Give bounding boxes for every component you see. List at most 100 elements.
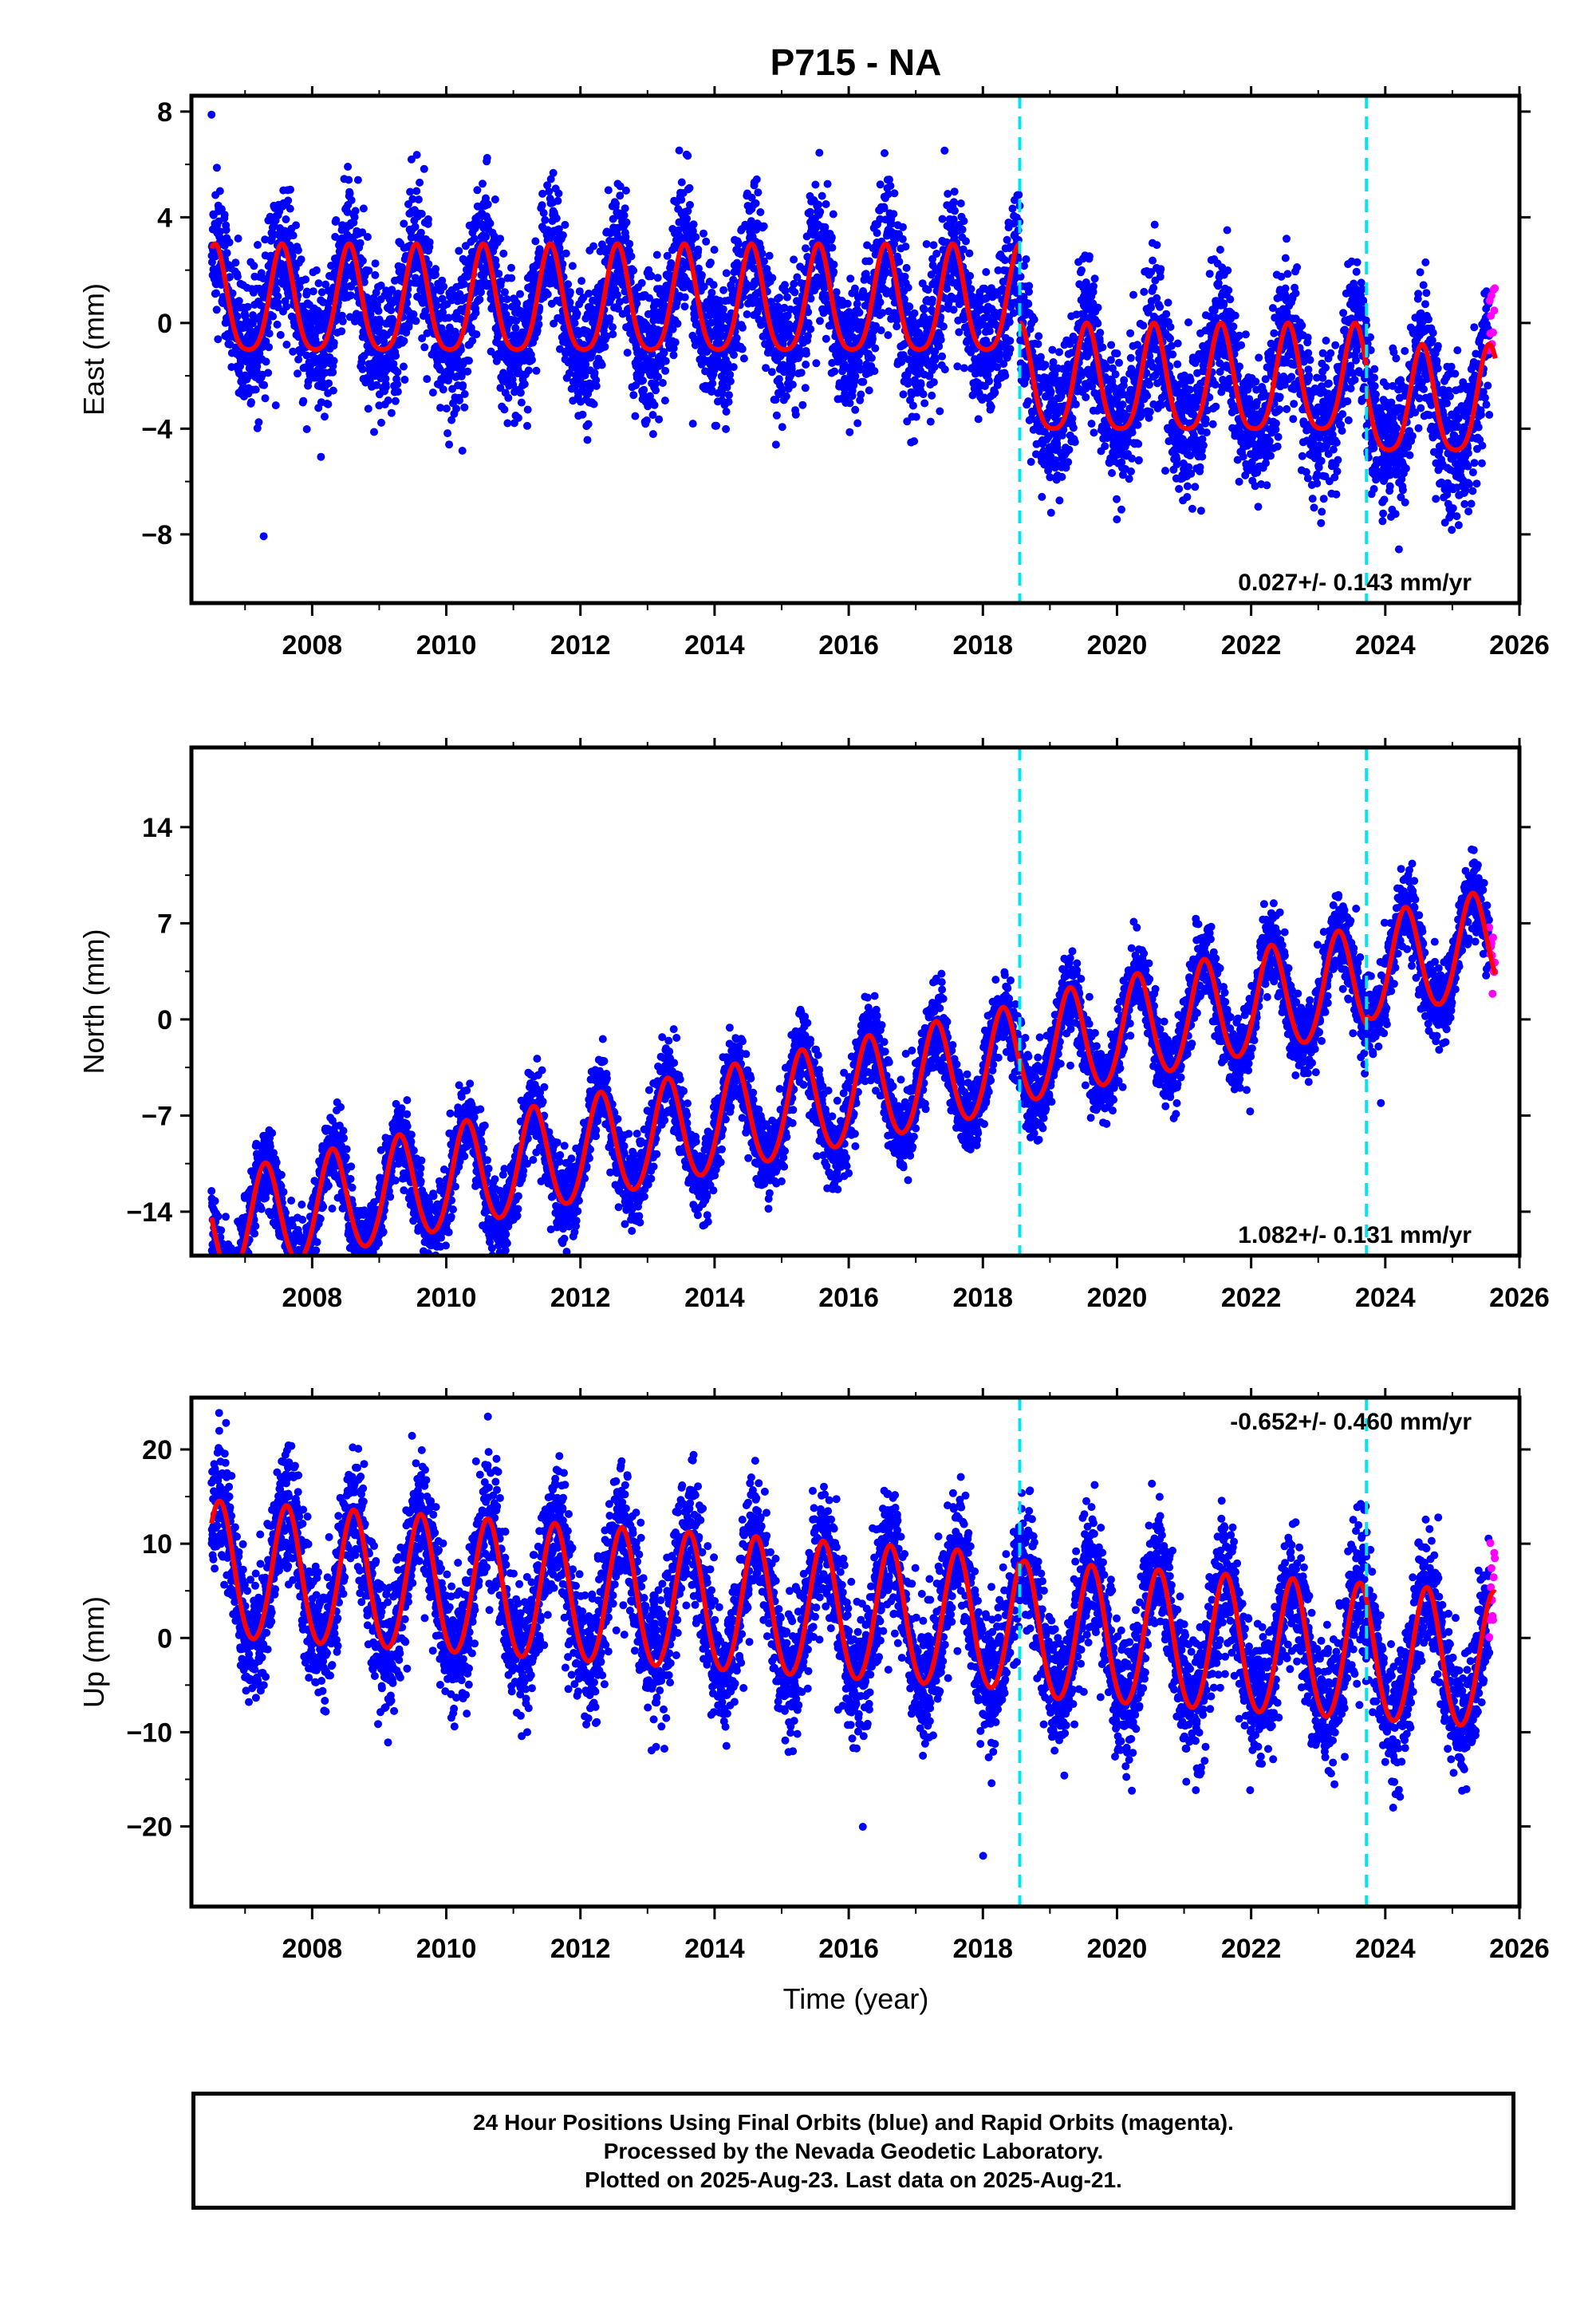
- data-point: [329, 368, 337, 377]
- data-point: [350, 213, 359, 222]
- data-point: [1055, 348, 1063, 357]
- data-point: [857, 390, 865, 399]
- data-point: [974, 415, 983, 424]
- data-point: [371, 259, 380, 268]
- data-point: [309, 287, 317, 296]
- data-point: [1115, 358, 1123, 367]
- data-point: [346, 291, 355, 300]
- data-point: [565, 288, 574, 297]
- data-point: [465, 357, 473, 365]
- data-point: [1106, 356, 1115, 365]
- data-point: [520, 380, 529, 388]
- data-point: [709, 281, 718, 290]
- data-point: [827, 233, 836, 242]
- data-point: [853, 419, 862, 428]
- data-point: [439, 385, 447, 394]
- data-point: [234, 235, 242, 243]
- data-point: [609, 323, 617, 332]
- data-point: [295, 283, 304, 292]
- data-point: [264, 369, 273, 377]
- data-point: [673, 319, 682, 328]
- data-point: [876, 180, 885, 189]
- data-point: [400, 219, 408, 228]
- data-point: [460, 403, 469, 412]
- data-point: [650, 400, 659, 409]
- data-point: [816, 317, 824, 325]
- data-point: [414, 195, 423, 204]
- data-point: [771, 440, 780, 449]
- data-point: [215, 187, 224, 195]
- data-point: [282, 341, 291, 349]
- data-point: [724, 397, 733, 406]
- data-point: [1046, 508, 1055, 517]
- data-point: [344, 163, 353, 171]
- data-point: [791, 410, 800, 419]
- data-point: [1005, 317, 1014, 326]
- data-point: [1113, 495, 1121, 503]
- data-point: [916, 381, 925, 388]
- data-point: [423, 375, 432, 384]
- data-point: [358, 365, 367, 373]
- data-point: [439, 282, 448, 291]
- data-point: [1034, 332, 1043, 341]
- data-point: [707, 288, 716, 297]
- data-point: [573, 310, 581, 318]
- data-point: [640, 385, 648, 394]
- data-point: [400, 376, 409, 384]
- data-point: [265, 329, 274, 338]
- data-point: [1094, 319, 1102, 328]
- data-point: [1120, 376, 1129, 385]
- data-point: [743, 310, 751, 318]
- data-point: [253, 424, 262, 432]
- data-point: [1118, 400, 1127, 409]
- data-point: [689, 220, 698, 229]
- data-point: [475, 295, 484, 304]
- data-point: [523, 421, 531, 430]
- data-point: [371, 270, 380, 279]
- data-point: [351, 207, 360, 215]
- data-point: [272, 286, 281, 294]
- data-point: [317, 288, 326, 297]
- data-point: [1101, 442, 1109, 451]
- data-point: [982, 268, 991, 276]
- data-point: [962, 237, 970, 246]
- data-point: [539, 209, 548, 217]
- data-point: [1082, 393, 1090, 401]
- data-point: [534, 320, 543, 329]
- data-point: [812, 359, 821, 368]
- data-point: [286, 185, 294, 194]
- data-point: [549, 168, 558, 177]
- data-point: [532, 366, 541, 375]
- data-point: [592, 381, 601, 390]
- data-point: [956, 199, 965, 207]
- data-point: [514, 413, 522, 422]
- data-point: [442, 404, 451, 413]
- data-point: [358, 256, 367, 265]
- data-point: [262, 357, 270, 366]
- data-point: [902, 263, 911, 272]
- data-point: [1096, 329, 1105, 337]
- data-point: [538, 201, 546, 210]
- data-point: [381, 383, 390, 392]
- data-point: [578, 410, 587, 419]
- data-point: [722, 269, 731, 278]
- data-point: [692, 233, 700, 242]
- data-point: [1113, 349, 1121, 358]
- data-point: [223, 249, 231, 258]
- data-point: [400, 337, 408, 345]
- data-point: [829, 210, 837, 219]
- data-point: [960, 217, 968, 226]
- data-point: [1030, 315, 1038, 324]
- data-point: [412, 187, 421, 195]
- data-point: [424, 215, 432, 223]
- data-point: [859, 377, 868, 386]
- data-point: [400, 362, 408, 371]
- data-point: [251, 385, 260, 394]
- data-point: [621, 233, 630, 241]
- data-point: [738, 345, 747, 353]
- data-point: [1098, 343, 1107, 352]
- data-point: [524, 366, 533, 375]
- data-point: [943, 285, 952, 293]
- data-point: [274, 292, 282, 301]
- data-point: [680, 302, 689, 311]
